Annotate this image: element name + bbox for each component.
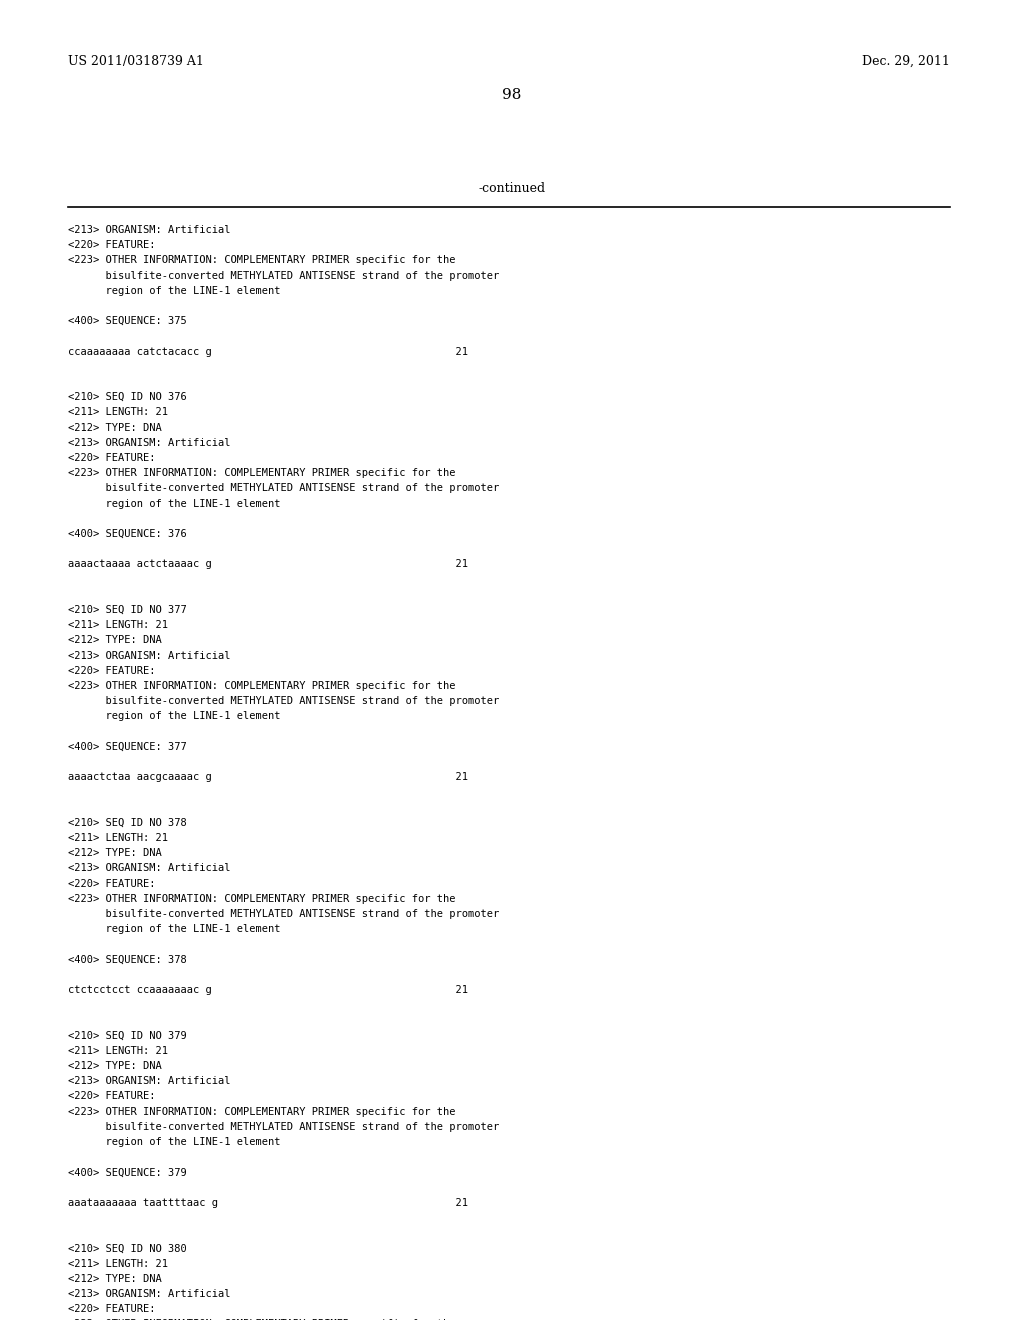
Text: <211> LENGTH: 21: <211> LENGTH: 21 <box>68 1258 168 1269</box>
Text: <213> ORGANISM: Artificial: <213> ORGANISM: Artificial <box>68 1076 230 1086</box>
Text: <400> SEQUENCE: 377: <400> SEQUENCE: 377 <box>68 742 186 752</box>
Text: region of the LINE-1 element: region of the LINE-1 element <box>68 924 281 935</box>
Text: <400> SEQUENCE: 379: <400> SEQUENCE: 379 <box>68 1167 186 1177</box>
Text: <212> TYPE: DNA: <212> TYPE: DNA <box>68 849 162 858</box>
Text: ccaaaaaaaa catctacacc g                                       21: ccaaaaaaaa catctacacc g 21 <box>68 347 468 356</box>
Text: <212> TYPE: DNA: <212> TYPE: DNA <box>68 635 162 645</box>
Text: <213> ORGANISM: Artificial: <213> ORGANISM: Artificial <box>68 438 230 447</box>
Text: US 2011/0318739 A1: US 2011/0318739 A1 <box>68 55 204 69</box>
Text: <212> TYPE: DNA: <212> TYPE: DNA <box>68 422 162 433</box>
Text: <400> SEQUENCE: 376: <400> SEQUENCE: 376 <box>68 529 186 539</box>
Text: <210> SEQ ID NO 377: <210> SEQ ID NO 377 <box>68 605 186 615</box>
Text: <210> SEQ ID NO 379: <210> SEQ ID NO 379 <box>68 1031 186 1040</box>
Text: <220> FEATURE:: <220> FEATURE: <box>68 1092 156 1101</box>
Text: <213> ORGANISM: Artificial: <213> ORGANISM: Artificial <box>68 1290 230 1299</box>
Text: <400> SEQUENCE: 375: <400> SEQUENCE: 375 <box>68 317 186 326</box>
Text: region of the LINE-1 element: region of the LINE-1 element <box>68 286 281 296</box>
Text: <211> LENGTH: 21: <211> LENGTH: 21 <box>68 620 168 630</box>
Text: <223> OTHER INFORMATION: COMPLEMENTARY PRIMER specific for the: <223> OTHER INFORMATION: COMPLEMENTARY P… <box>68 469 456 478</box>
Text: aaataaaaaaa taattttaac g                                      21: aaataaaaaaa taattttaac g 21 <box>68 1197 468 1208</box>
Text: <213> ORGANISM: Artificial: <213> ORGANISM: Artificial <box>68 224 230 235</box>
Text: <211> LENGTH: 21: <211> LENGTH: 21 <box>68 1045 168 1056</box>
Text: Dec. 29, 2011: Dec. 29, 2011 <box>862 55 950 69</box>
Text: ctctcctcct ccaaaaaaac g                                       21: ctctcctcct ccaaaaaaac g 21 <box>68 985 468 995</box>
Text: aaaactctaa aacgcaaaac g                                       21: aaaactctaa aacgcaaaac g 21 <box>68 772 468 783</box>
Text: 98: 98 <box>503 88 521 102</box>
Text: region of the LINE-1 element: region of the LINE-1 element <box>68 711 281 722</box>
Text: <223> OTHER INFORMATION: COMPLEMENTARY PRIMER specific for the: <223> OTHER INFORMATION: COMPLEMENTARY P… <box>68 255 456 265</box>
Text: <213> ORGANISM: Artificial: <213> ORGANISM: Artificial <box>68 651 230 660</box>
Text: <210> SEQ ID NO 376: <210> SEQ ID NO 376 <box>68 392 186 403</box>
Text: <223> OTHER INFORMATION: COMPLEMENTARY PRIMER specific for the: <223> OTHER INFORMATION: COMPLEMENTARY P… <box>68 894 456 904</box>
Text: <220> FEATURE:: <220> FEATURE: <box>68 879 156 888</box>
Text: <223> OTHER INFORMATION: COMPLEMENTARY PRIMER specific for the: <223> OTHER INFORMATION: COMPLEMENTARY P… <box>68 1106 456 1117</box>
Text: aaaactaaaa actctaaaac g                                       21: aaaactaaaa actctaaaac g 21 <box>68 560 468 569</box>
Text: <220> FEATURE:: <220> FEATURE: <box>68 240 156 251</box>
Text: <220> FEATURE:: <220> FEATURE: <box>68 453 156 463</box>
Text: bisulfite-converted METHYLATED ANTISENSE strand of the promoter: bisulfite-converted METHYLATED ANTISENSE… <box>68 483 500 494</box>
Text: region of the LINE-1 element: region of the LINE-1 element <box>68 1137 281 1147</box>
Text: <220> FEATURE:: <220> FEATURE: <box>68 665 156 676</box>
Text: <400> SEQUENCE: 378: <400> SEQUENCE: 378 <box>68 954 186 965</box>
Text: <212> TYPE: DNA: <212> TYPE: DNA <box>68 1274 162 1284</box>
Text: bisulfite-converted METHYLATED ANTISENSE strand of the promoter: bisulfite-converted METHYLATED ANTISENSE… <box>68 271 500 281</box>
Text: <211> LENGTH: 21: <211> LENGTH: 21 <box>68 408 168 417</box>
Text: <220> FEATURE:: <220> FEATURE: <box>68 1304 156 1315</box>
Text: <210> SEQ ID NO 378: <210> SEQ ID NO 378 <box>68 818 186 828</box>
Text: <213> ORGANISM: Artificial: <213> ORGANISM: Artificial <box>68 863 230 874</box>
Text: <211> LENGTH: 21: <211> LENGTH: 21 <box>68 833 168 843</box>
Text: <210> SEQ ID NO 380: <210> SEQ ID NO 380 <box>68 1243 186 1254</box>
Text: <212> TYPE: DNA: <212> TYPE: DNA <box>68 1061 162 1071</box>
Text: bisulfite-converted METHYLATED ANTISENSE strand of the promoter: bisulfite-converted METHYLATED ANTISENSE… <box>68 909 500 919</box>
Text: bisulfite-converted METHYLATED ANTISENSE strand of the promoter: bisulfite-converted METHYLATED ANTISENSE… <box>68 696 500 706</box>
Text: region of the LINE-1 element: region of the LINE-1 element <box>68 499 281 508</box>
Text: bisulfite-converted METHYLATED ANTISENSE strand of the promoter: bisulfite-converted METHYLATED ANTISENSE… <box>68 1122 500 1131</box>
Text: <223> OTHER INFORMATION: COMPLEMENTARY PRIMER specific for the: <223> OTHER INFORMATION: COMPLEMENTARY P… <box>68 681 456 690</box>
Text: -continued: -continued <box>478 182 546 195</box>
